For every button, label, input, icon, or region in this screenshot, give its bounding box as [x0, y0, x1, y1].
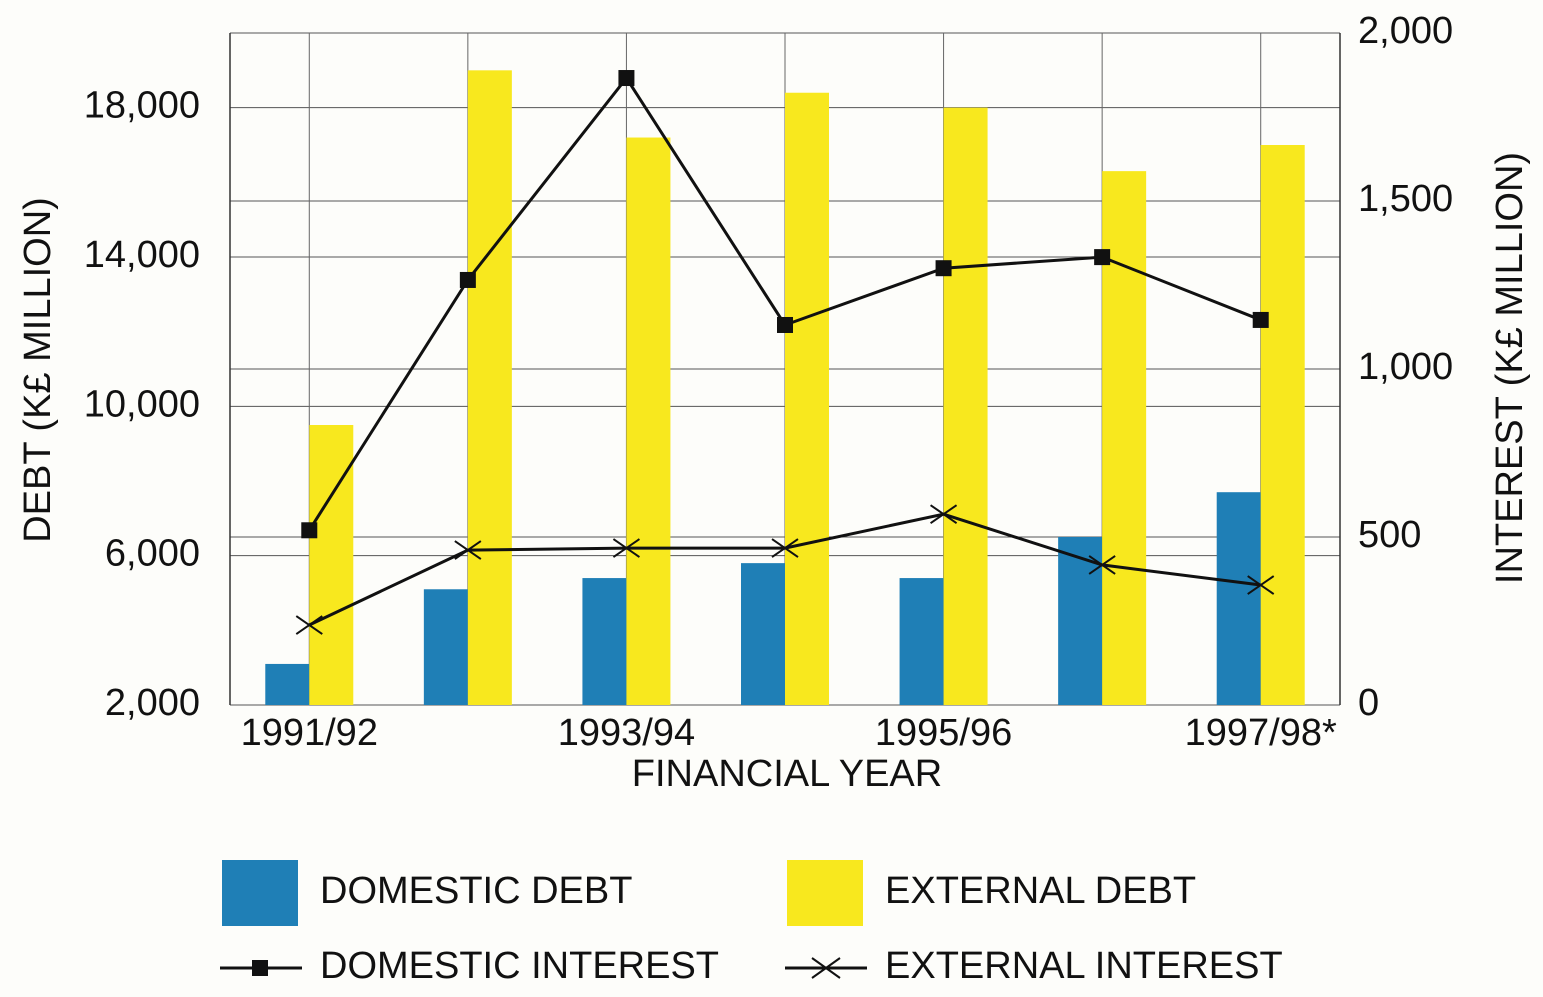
bar	[423, 589, 468, 705]
line-marker	[459, 271, 476, 288]
legend-swatch	[222, 860, 298, 926]
y-tick-label: 14,000	[84, 234, 200, 276]
y2-tick-label: 2,000	[1358, 10, 1453, 52]
line-marker	[1094, 249, 1111, 266]
line-marker	[930, 504, 958, 524]
line-marker	[612, 538, 640, 558]
legend-swatch	[787, 860, 863, 926]
line-marker	[1088, 555, 1116, 575]
bar	[1216, 492, 1261, 705]
x-tick-label: 1997/98*	[1185, 712, 1337, 754]
x-axis-title: FINANCIAL YEAR	[632, 753, 942, 795]
y-tick-label: 10,000	[84, 383, 200, 425]
y2-tick-label: 0	[1358, 682, 1379, 724]
bar	[309, 425, 354, 705]
x-tick-label: 1993/94	[558, 712, 695, 754]
y-tick-label: 2,000	[105, 682, 200, 724]
line-marker	[1247, 575, 1275, 595]
y-tick-label: 6,000	[105, 533, 200, 575]
legend-label: EXTERNAL DEBT	[885, 870, 1196, 912]
line-marker	[295, 615, 323, 635]
y2-tick-label: 1,500	[1358, 178, 1453, 220]
legend-label: DOMESTIC DEBT	[320, 870, 632, 912]
line-marker	[777, 316, 793, 333]
legend-marker	[252, 960, 268, 976]
line-marker	[935, 260, 952, 277]
y-tick-label: 18,000	[84, 85, 200, 127]
y2-tick-label: 1,000	[1358, 346, 1453, 388]
bar	[582, 578, 627, 705]
bar	[741, 563, 785, 705]
line-marker	[301, 522, 318, 539]
line-marker	[618, 70, 635, 87]
line-marker	[454, 540, 482, 560]
bar	[265, 663, 310, 705]
legend-label: EXTERNAL INTEREST	[885, 945, 1283, 987]
bar	[1260, 145, 1305, 705]
bar	[943, 107, 988, 705]
line-marker	[1252, 311, 1269, 328]
bar	[467, 70, 512, 706]
y2-axis-title: INTEREST (K£ MILLION)	[1489, 152, 1531, 584]
bar	[626, 137, 671, 706]
legend-label: DOMESTIC INTEREST	[320, 945, 719, 987]
legend-marker	[811, 957, 841, 979]
y-axis-title: DEBT (K£ MILLION)	[17, 197, 59, 543]
x-tick-label: 1991/92	[241, 712, 378, 754]
bar	[785, 92, 829, 705]
y2-tick-label: 500	[1358, 514, 1421, 556]
bar	[1058, 537, 1103, 705]
x-tick-label: 1995/96	[875, 712, 1012, 754]
line-marker	[771, 538, 799, 558]
bar	[899, 578, 944, 705]
